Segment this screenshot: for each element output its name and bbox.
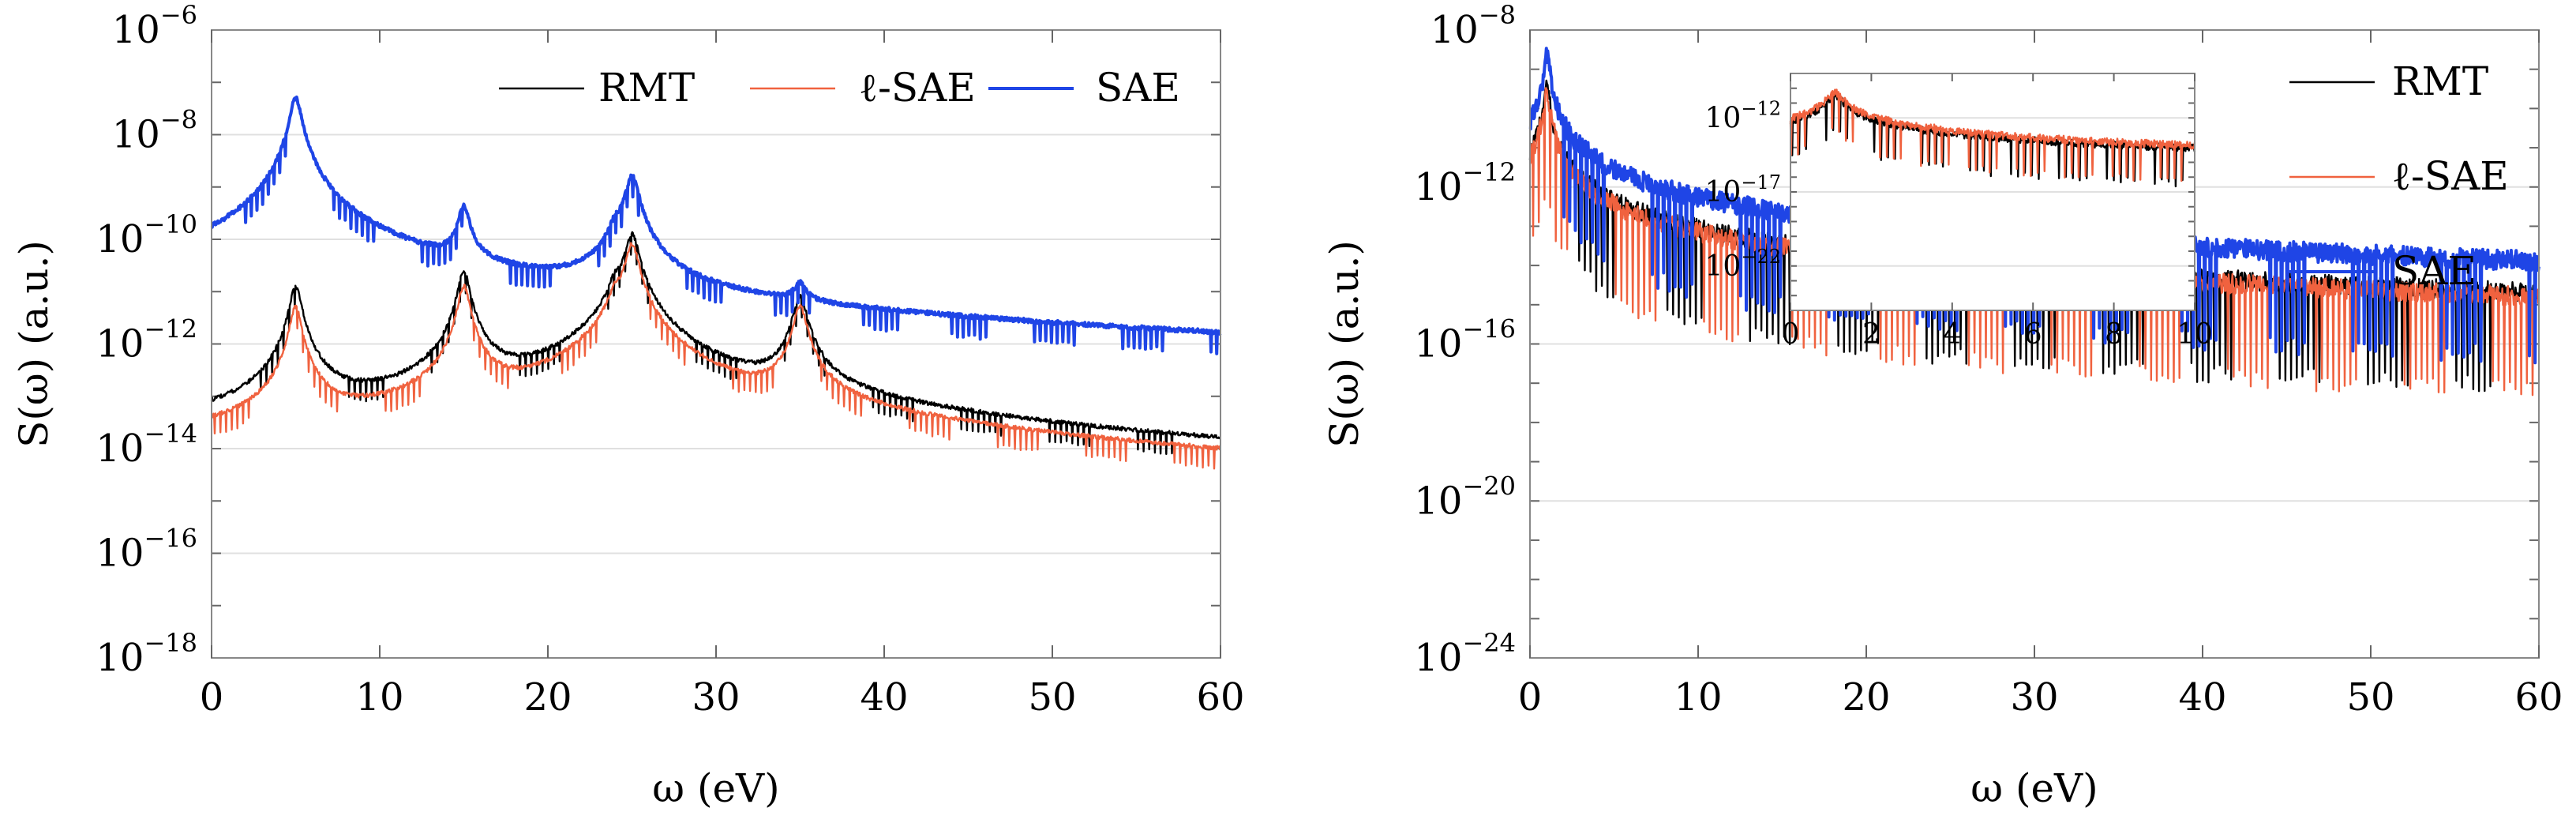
x-tick-label: 20: [523, 675, 572, 720]
y-tick-label: 10−12: [1705, 97, 1781, 134]
series-line-sae: [211, 242, 1221, 470]
series-line-sae: [210, 95, 1222, 355]
y-tick-label: 10−20: [1414, 471, 1516, 523]
y-tick-label: 10−10: [96, 209, 197, 261]
y-tick-label: 10−8: [1430, 0, 1516, 52]
x-tick-label: 10: [355, 675, 403, 720]
x-tick-label: 8: [2105, 318, 2123, 351]
legend-label: SAE: [2392, 248, 2477, 294]
x-tick-label: 2: [1862, 318, 1880, 351]
x-tick-label: 10: [2177, 318, 2213, 351]
y-axis-title: S(ω) (a.u.): [1322, 240, 1367, 448]
x-axis-title: ω (eV): [1970, 765, 2098, 811]
x-tick-label: 50: [1028, 675, 1076, 720]
legend-label: ℓ-SAE: [2392, 153, 2509, 199]
series-line-rmt: [210, 231, 1221, 455]
plot-frame: [1790, 73, 2195, 311]
x-tick-label: 60: [2514, 675, 2563, 720]
y-axis-title: S(ω) (a.u.): [11, 240, 57, 448]
legend-label: SAE: [1096, 65, 1180, 111]
right-inset-chart-panel: 0 2 4 6 8 10 10−22 10−17 10−12: [1705, 73, 2213, 351]
x-tick-label: 20: [1842, 675, 1890, 720]
x-tick-label: 50: [2346, 675, 2394, 720]
y-tick-label: 10−14: [96, 419, 197, 471]
legend-label: RMT: [2392, 58, 2488, 104]
legend-label: ℓ-SAE: [859, 65, 976, 111]
y-tick-label: 10−16: [1414, 314, 1516, 366]
x-tick-label: 0: [200, 675, 224, 720]
x-tick-label: 60: [1196, 675, 1244, 720]
x-tick-label: 10: [1674, 675, 1722, 720]
y-tick-label: 10−12: [1414, 157, 1516, 209]
y-tick-label: 10−16: [96, 524, 197, 576]
left-chart-panel: 0 10 20 30 40 50 60 10−18 10−16 10−14 10−12 10−10 10…: [11, 0, 1245, 811]
x-tick-label: 40: [2178, 675, 2226, 720]
legend-label: RMT: [598, 65, 695, 111]
x-tick-label: 30: [692, 675, 740, 720]
y-tick-label: 10−8: [112, 105, 197, 157]
y-tick-label: 10−24: [1414, 628, 1516, 680]
y-tick-label: 10−12: [96, 314, 197, 366]
y-tick-label: 10−6: [112, 0, 197, 52]
y-tick-label: 10−18: [96, 628, 197, 680]
x-tick-label: 6: [2024, 318, 2042, 351]
x-tick-label: 30: [2010, 675, 2058, 720]
series-line-sae: [1789, 88, 2196, 182]
x-tick-label: 0: [1518, 675, 1543, 720]
x-axis-title: ω (eV): [652, 765, 779, 811]
y-tick-label: 10−22: [1705, 246, 1781, 283]
y-tick-label: 10−17: [1705, 171, 1781, 209]
x-tick-label: 4: [1943, 318, 1961, 351]
x-tick-label: 0: [1782, 318, 1800, 351]
x-tick-label: 40: [860, 675, 908, 720]
